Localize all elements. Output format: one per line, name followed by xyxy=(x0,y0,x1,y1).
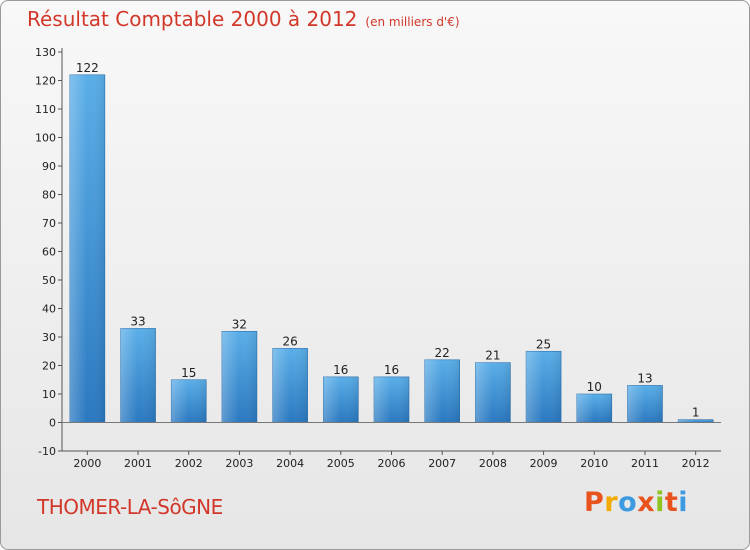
y-tick-label: 80 xyxy=(42,189,56,202)
y-tick-label: -10 xyxy=(38,445,56,458)
data-label: 16 xyxy=(384,363,399,377)
y-tick-label: 130 xyxy=(35,46,56,59)
data-label: 122 xyxy=(76,61,99,75)
data-label: 22 xyxy=(435,346,450,360)
logo-letter: r xyxy=(604,487,619,518)
x-tick-label: 2004 xyxy=(276,457,304,470)
data-label: 10 xyxy=(587,380,602,394)
data-label: 25 xyxy=(536,337,551,351)
x-tick-label: 2011 xyxy=(631,457,659,470)
data-label: 26 xyxy=(282,334,297,348)
bar-shine xyxy=(120,328,156,423)
x-tick-label: 2001 xyxy=(124,457,152,470)
logo-letter: o xyxy=(618,487,638,518)
x-tick-label: 2008 xyxy=(479,457,507,470)
x-tick-label: 2005 xyxy=(327,457,355,470)
y-tick-label: 90 xyxy=(42,160,56,173)
x-tick-label: 2002 xyxy=(175,457,203,470)
x-tick-label: 2003 xyxy=(225,457,253,470)
commune-name: THOMER-LA-SôGNE xyxy=(37,495,223,519)
y-tick-label: 100 xyxy=(35,132,56,145)
bar-shine xyxy=(678,419,714,423)
chart-title: Résultat Comptable 2000 à 2012 (en millie… xyxy=(27,7,460,31)
y-tick-label: 60 xyxy=(42,246,56,259)
logo-letter: t xyxy=(664,487,679,518)
data-label: 21 xyxy=(485,349,500,363)
data-label: 33 xyxy=(130,314,145,328)
data-label: 1 xyxy=(692,406,700,420)
bar-shine xyxy=(526,351,562,423)
bar-shine xyxy=(475,362,511,423)
bar-shine xyxy=(424,359,460,423)
x-tick-label: 2000 xyxy=(73,457,101,470)
data-label: 32 xyxy=(232,317,247,331)
proxiti-logo: Proxiti xyxy=(584,487,688,518)
logo-letter: x xyxy=(637,487,656,518)
bar-shine xyxy=(171,379,207,423)
bar-shine xyxy=(374,376,409,423)
y-tick-label: 70 xyxy=(42,217,56,230)
y-tick-label: 20 xyxy=(42,360,56,373)
data-label: 13 xyxy=(637,371,652,385)
bar-shine xyxy=(69,74,105,423)
y-tick-label: 50 xyxy=(42,274,56,287)
chart-title-text: Résultat Comptable 2000 à 2012 xyxy=(27,7,358,31)
y-tick-label: 10 xyxy=(42,388,56,401)
y-tick-label: 120 xyxy=(35,75,56,88)
y-tick-label: 40 xyxy=(42,303,56,316)
data-label: 16 xyxy=(333,363,348,377)
x-tick-label: 2012 xyxy=(682,457,710,470)
bar-shine xyxy=(627,385,663,423)
y-tick-label: 0 xyxy=(49,417,56,430)
x-tick-label: 2010 xyxy=(580,457,608,470)
data-label: 15 xyxy=(181,366,196,380)
x-tick-label: 2006 xyxy=(378,457,406,470)
logo-letter: P xyxy=(584,487,605,518)
bar-shine xyxy=(272,348,308,423)
bar-shine xyxy=(323,376,359,423)
chart-subtitle: (en milliers d'€) xyxy=(365,15,460,29)
y-tick-label: 30 xyxy=(42,331,56,344)
bar-shine xyxy=(576,394,612,423)
x-tick-label: 2009 xyxy=(530,457,558,470)
y-tick-label: 110 xyxy=(35,103,56,116)
bar-shine xyxy=(221,331,257,423)
logo-letter: i xyxy=(655,487,665,518)
x-tick-label: 2007 xyxy=(428,457,456,470)
logo-letter: i xyxy=(678,487,689,518)
